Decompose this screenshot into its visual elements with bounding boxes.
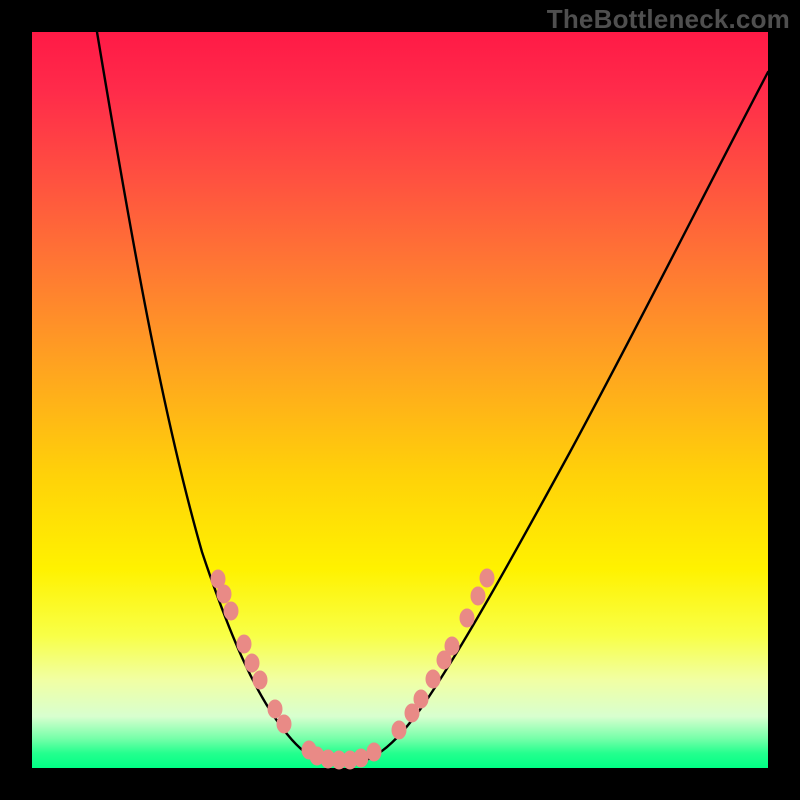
watermark-text: TheBottleneck.com bbox=[547, 4, 790, 35]
data-marker bbox=[471, 587, 485, 605]
data-marker bbox=[253, 671, 267, 689]
data-marker bbox=[277, 715, 291, 733]
marker-group bbox=[211, 569, 494, 769]
data-marker bbox=[237, 635, 251, 653]
data-marker bbox=[354, 749, 368, 767]
data-marker bbox=[414, 690, 428, 708]
chart-canvas: TheBottleneck.com bbox=[0, 0, 800, 800]
right-curve bbox=[366, 72, 768, 760]
data-marker bbox=[445, 637, 459, 655]
data-marker bbox=[392, 721, 406, 739]
data-marker bbox=[460, 609, 474, 627]
bottleneck-curve-chart bbox=[32, 32, 768, 768]
curve-group bbox=[97, 32, 768, 760]
data-marker bbox=[224, 602, 238, 620]
data-marker bbox=[217, 585, 231, 603]
plot-area bbox=[32, 32, 768, 768]
data-marker bbox=[245, 654, 259, 672]
data-marker bbox=[367, 743, 381, 761]
left-curve bbox=[97, 32, 320, 760]
data-marker bbox=[480, 569, 494, 587]
data-marker bbox=[268, 700, 282, 718]
data-marker bbox=[426, 670, 440, 688]
